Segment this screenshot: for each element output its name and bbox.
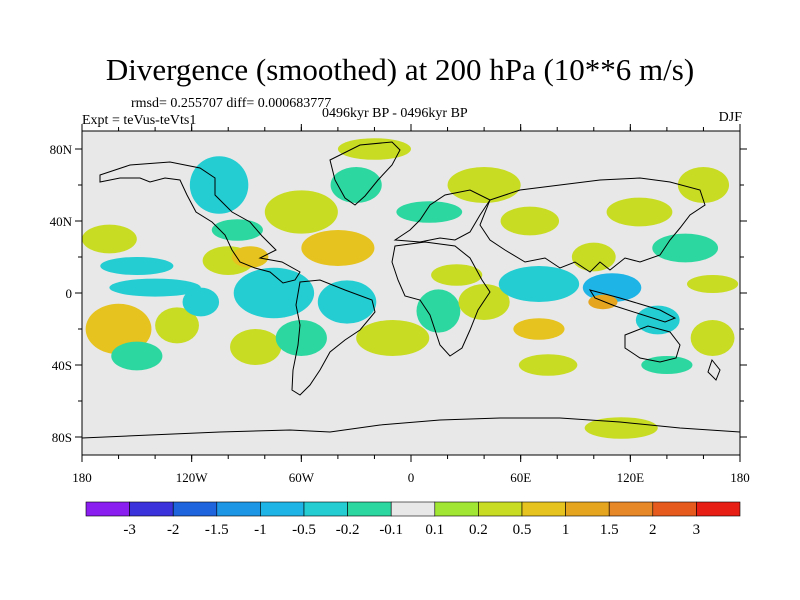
colorbar-swatch-10 (521, 501, 566, 517)
colorbar-swatch-3 (216, 501, 261, 517)
field-blob-21 (416, 289, 461, 333)
field-blob-19 (356, 320, 430, 356)
field-blob-35 (677, 167, 730, 203)
coastline-new-zealand (707, 358, 721, 381)
field-blob-31 (588, 294, 618, 310)
colorbar-label-12: 2 (649, 522, 657, 538)
colorbar-swatch-4 (260, 501, 305, 517)
x-tick-label-5: 120E (617, 470, 645, 485)
field-blob-29 (571, 242, 616, 272)
field-blob-13 (275, 320, 327, 356)
field-blob-22 (431, 264, 483, 286)
field-blob-25 (500, 206, 560, 236)
field-blob-32 (606, 197, 673, 227)
field-blob-16 (317, 280, 377, 324)
experiment-label: Expt = teVus-teVts1 (82, 113, 197, 128)
colorbar-label-10: 1 (562, 522, 570, 538)
coastline-greenland (329, 141, 401, 206)
colorbar-swatch-9 (478, 501, 523, 517)
coastline-asia (479, 177, 706, 273)
colorbar-swatch-12 (608, 501, 654, 517)
x-tick-label-0: 180 (72, 470, 92, 485)
x-tick-label-6: 180 (730, 470, 750, 485)
colorbar-swatch-14 (696, 501, 741, 517)
colorbar-label-5: -0.2 (336, 522, 360, 538)
colorbar-label-7: 0.1 (425, 522, 444, 538)
field-blob-38 (584, 417, 658, 439)
colorbar-label-8: 0.2 (469, 522, 488, 538)
coastline-south-america (291, 279, 376, 396)
field-blob-39 (686, 275, 739, 293)
colorbar-swatch-2 (172, 501, 218, 517)
field-blob-37 (641, 356, 693, 374)
coastline-australia (624, 325, 681, 363)
colorbar-swatch-13 (652, 501, 697, 517)
x-tick-label-2: 60W (289, 470, 315, 485)
field-blob-28 (518, 354, 578, 376)
coastlines (82, 141, 740, 439)
y-tick-label-3: 40S (52, 358, 72, 373)
colorbar-swatch-7 (390, 501, 436, 517)
y-tick-label-0: 80N (50, 142, 73, 157)
colorbar-swatch-6 (347, 501, 392, 517)
coastline-indonesia (588, 289, 677, 323)
chart-title: Divergence (smoothed) at 200 hPa (10**6 … (105, 52, 695, 87)
field-blob-7 (189, 156, 249, 214)
colorbar-label-1: -2 (167, 522, 180, 538)
x-tick-label-3: 0 (408, 470, 415, 485)
field-blob-18 (337, 138, 412, 160)
colorbar-swatch-5 (303, 501, 348, 517)
map-area (81, 130, 741, 456)
colorbar-label-0: -3 (123, 522, 136, 538)
field-blob-10 (211, 219, 263, 241)
field-blob-15 (301, 230, 375, 266)
field-blob-14 (264, 190, 338, 234)
field-blob-1 (82, 224, 137, 254)
field-blob-17 (330, 167, 382, 203)
field-blob-2 (100, 257, 174, 275)
coastline-antarctica (82, 417, 740, 439)
colorbar-swatch-1 (129, 501, 174, 517)
field-blob-3 (109, 278, 201, 297)
field-blob-4 (111, 341, 163, 371)
field-blob-12 (230, 329, 282, 365)
y-tick-label-1: 40N (50, 214, 73, 229)
x-tick-label-4: 60E (510, 470, 531, 485)
colorbar-swatch-8 (434, 501, 479, 517)
x-axis: 180 120W 60W 0 60E 120E 180 (72, 124, 750, 485)
season-label: DJF (718, 110, 742, 125)
colorbar-label-13: 3 (693, 522, 701, 538)
x-tick-label-1: 120W (176, 470, 209, 485)
period-label: 0496kyr BP - 0496kyr BP (322, 106, 468, 121)
colorbar: -3 -2 -1.5 -1 -0.5 -0.2 -0.1 0.1 0.2 0.5 1 1.5 2 3 (85, 501, 741, 538)
field-blob-24 (458, 284, 510, 320)
coastline-north-america (99, 161, 301, 284)
field-blob-20 (396, 201, 463, 223)
y-axis: 80N 40N 0 40S 80S (50, 142, 747, 445)
rmsd-diff-label: rmsd= 0.255707 diff= 0.000683777 (131, 96, 332, 111)
colorbar-label-9: 0.5 (513, 522, 532, 538)
colorbar-label-11: 1.5 (600, 522, 619, 538)
y-tick-label-4: 80S (52, 430, 72, 445)
colorbar-swatch-0 (85, 501, 130, 517)
field-blob-23 (447, 167, 521, 203)
colorbar-label-6: -0.1 (379, 522, 403, 538)
colorbar-swatch-11 (565, 501, 610, 517)
field-blob-36 (690, 320, 735, 356)
field-blob-27 (513, 318, 565, 340)
colorbar-label-3: -1 (254, 522, 267, 538)
field-blob-33 (652, 233, 719, 263)
field-blob-6 (182, 287, 220, 317)
field-blob-26 (498, 266, 580, 302)
colorbar-label-4: -0.5 (292, 522, 316, 538)
colorbar-label-2: -1.5 (205, 522, 229, 538)
y-tick-label-2: 0 (66, 286, 73, 301)
field-blob-0 (85, 303, 152, 355)
field-blob-5 (155, 307, 199, 344)
divergence-field (82, 138, 739, 439)
coastline-africa (391, 241, 491, 357)
field-blob-30 (582, 273, 642, 302)
